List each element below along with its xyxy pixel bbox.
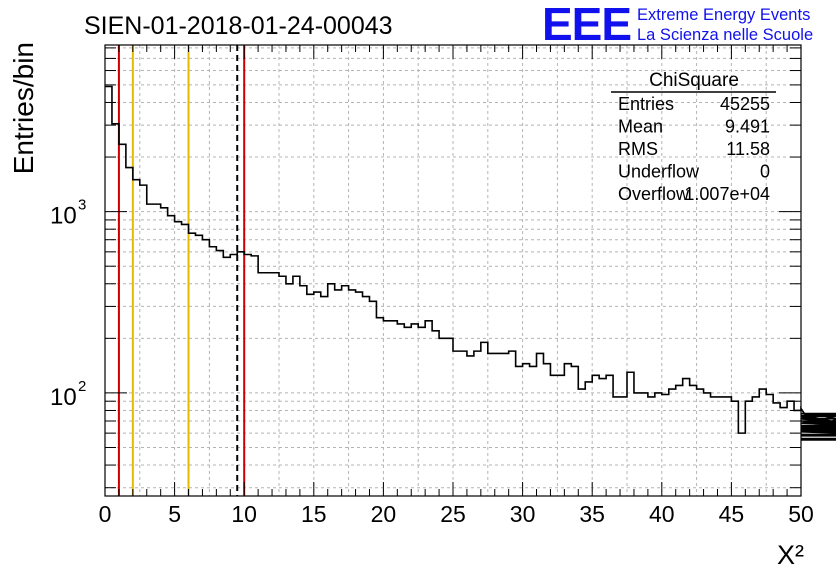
stats-row: Underflow 0 <box>618 162 770 182</box>
eee-logo: EEE Extreme Energy Events La Scienza nel… <box>542 0 813 50</box>
stats-row: RMS 11.58 <box>618 139 770 159</box>
x-tick-labels: 0 5 10 15 20 25 30 35 40 45 50 <box>99 501 814 527</box>
stats-row-value: 45255 <box>720 94 770 114</box>
stats-row-label: Underflow <box>618 162 700 182</box>
y-tick-label: 10 2 <box>50 378 86 411</box>
x-tick-label: 15 <box>301 501 327 527</box>
x-tick-label: 25 <box>440 501 466 527</box>
y-tick-label: 10 3 <box>50 197 86 230</box>
x-tick-label: 10 <box>231 501 257 527</box>
logo-mark: EEE <box>542 0 631 50</box>
x-tick-label: 50 <box>788 501 814 527</box>
stats-row: Entries 45255 <box>618 94 770 114</box>
y-tick-label-exponent: 2 <box>78 378 86 395</box>
stats-row: Mean 9.491 <box>618 117 770 137</box>
x-tick-label: 5 <box>168 501 181 527</box>
y-tick-label-base: 10 <box>50 384 77 411</box>
stats-row-value: 11.58 <box>726 139 770 159</box>
stats-title: ChiSquare <box>649 70 739 91</box>
x-tick-label: 45 <box>719 501 745 527</box>
stats-row-value: 0 <box>760 162 770 182</box>
stats-row-label: RMS <box>618 139 658 159</box>
y-tick-label-base: 10 <box>50 203 77 230</box>
x-tick-label: 30 <box>510 501 536 527</box>
logo-line-2: La Scienza nelle Scuole <box>637 26 813 44</box>
stats-row-value: 9.491 <box>725 117 770 137</box>
stats-row-label: Overflow <box>618 184 690 204</box>
logo-line-1: Extreme Energy Events <box>637 6 810 24</box>
stats-row-label: Mean <box>618 117 663 137</box>
y-tick-label-exponent: 3 <box>78 197 86 214</box>
stats-row-value: 1.007e+04 <box>684 184 770 204</box>
y-axis-label: Entries/bin <box>8 42 39 174</box>
histogram-series <box>105 85 836 441</box>
vertical-marker-lines <box>117 45 246 496</box>
x-tick-label: 20 <box>371 501 397 527</box>
chart-title: SIEN-01-2018-01-24-00043 <box>84 12 393 40</box>
x-tick-label: 35 <box>579 501 605 527</box>
x-tick-label: 0 <box>99 501 112 527</box>
grid-lines <box>105 45 801 496</box>
x-tick-label: 40 <box>649 501 675 527</box>
x-axis-label: X² <box>777 540 804 570</box>
axis-ticks <box>104 45 802 496</box>
stats-row-label: Entries <box>618 94 674 114</box>
stats-box: ChiSquare Entries 45255 Mean 9.491 RMS 11.58 U… <box>611 70 776 204</box>
